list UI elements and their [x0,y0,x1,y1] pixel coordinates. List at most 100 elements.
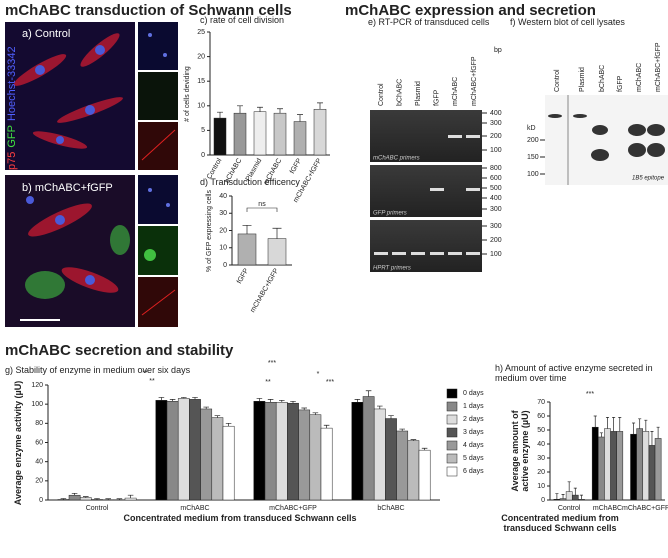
channel-name: GFP [6,125,18,148]
bar [222,425,235,501]
y-tick-label: 40 [219,193,227,200]
marker-label: 200 [490,237,502,244]
bar [559,498,567,501]
y-tick-label: 10 [197,103,205,110]
error-bar [214,415,221,418]
legend-label: 6 days [463,468,484,475]
bar [213,117,227,156]
x-tick-label: fGFP [236,267,250,285]
gfp-cells [25,225,130,299]
bar [189,399,201,501]
channel-name: Hoechst-33342 [6,46,18,121]
legend-swatch [446,427,458,438]
blot-bands [548,114,665,161]
legend-swatch [446,466,458,477]
y-tick-label: 30 [537,455,545,462]
error-bar [181,397,187,399]
y-tick-label: 20 [219,227,227,234]
lane-label: mChABC+fGFP [471,56,478,106]
bar [79,497,92,501]
bar [211,417,224,501]
significance-label: *** [268,360,276,367]
blot-label: 1B5 epitope [632,176,665,182]
x-tick-label: mChABC+fGFP [249,267,280,314]
error-bar [567,481,571,492]
error-bar [203,406,209,409]
legend-swatch [446,414,458,425]
lane-label: fGFP [617,75,624,92]
error-bar [317,102,323,110]
x-tick-label: mChABC [180,505,209,512]
error-bar [593,415,597,428]
bar [287,402,299,501]
error-bar [127,494,134,499]
error-bar [410,439,417,441]
error-bar [105,498,111,500]
bar [264,402,277,501]
bar [553,499,561,501]
bar [630,433,637,501]
error-bar [272,227,282,239]
marker-label: 300 [490,206,502,213]
bar [616,431,624,501]
error-bar [60,498,67,500]
legend-label: 1 days [463,403,484,410]
error-bar [257,106,263,112]
marker-label: 400 [490,110,502,117]
gel-label: mChABC primers [373,156,420,162]
y-tick-label: 40 [35,459,43,466]
lane-label: bChABC [396,79,403,106]
legend-label: 2 days [463,416,484,423]
nuclei [35,45,105,144]
y-tick-label: 20 [537,469,545,476]
error-bar [421,447,428,451]
marker-label: 200 [490,133,502,140]
micrograph-control [5,22,135,170]
error-bar [116,498,123,500]
x-tick-label: Control [558,505,581,512]
error-bar [237,105,243,114]
lane-label: Control [378,83,385,106]
y-tick-label: 15 [197,78,205,85]
channel-name: p75 [6,152,18,170]
bar [68,494,81,501]
lane-label: bChABC [599,65,606,92]
y-tick-label: 5 [201,127,205,134]
y-tick-label: 20 [197,53,205,60]
error-bar [169,399,176,402]
marker-label: 100 [490,147,502,154]
error-bar [612,417,616,432]
y-axis-label: # of cells deviding [184,65,191,122]
y-tick-label: 30 [219,210,227,217]
y-tick-label: 0 [201,152,205,159]
bar [200,408,213,501]
bar [351,402,364,501]
bar [177,398,190,501]
chart-title: d) Transduction efficency [200,177,300,187]
bar [418,449,431,501]
panel-label: a) Control [22,28,70,40]
x-tick-label: mChABC [593,505,622,512]
bar [636,428,644,501]
marker-label: 800 [490,165,502,172]
gel-bands [374,135,480,255]
bar [320,427,333,501]
error-bar [301,407,307,410]
y-tick-label: 10 [219,245,227,252]
legend-swatch [446,388,458,399]
gel-label: GFP primers [373,211,407,217]
error-bar [399,428,405,431]
bar [309,414,322,501]
marker-label: 400 [490,195,502,202]
gel [370,110,482,162]
bar [253,401,266,501]
gel-label: HPRT primers [373,266,411,272]
legend-label: 4 days [463,442,484,449]
lane-label: Control [554,69,561,92]
error-bar [388,415,394,419]
bar [407,440,420,501]
error-bar [192,397,198,400]
lane-label: mChABC [636,63,643,92]
gel [370,220,482,272]
